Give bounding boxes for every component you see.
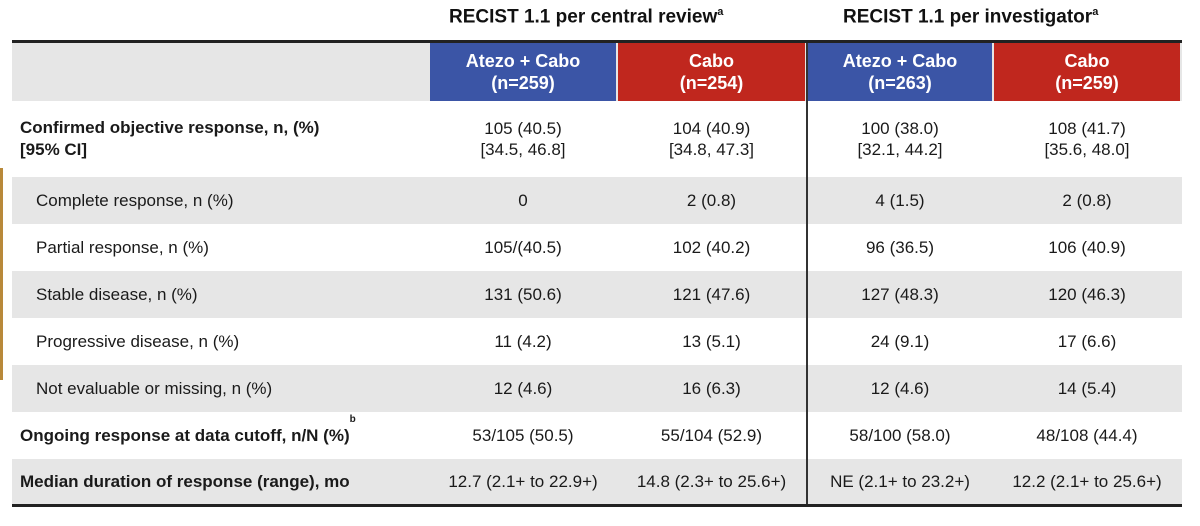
table-cell: 108 (41.7) [35.6, 48.0] [1044,119,1130,159]
group-header-investigator: RECIST 1.1 per investigatora [843,6,1099,28]
table-cell: 13 (5.1) [682,332,741,351]
row-label-not-evaluable: Not evaluable or missing, n (%) [36,378,273,398]
table-cell: 100 (38.0) [32.1, 44.2] [857,119,943,159]
group-divider [806,43,808,504]
table-cell: 121 (47.6) [672,285,751,304]
arm-header-investigator-cabo: Cabo (n=259) [994,43,1180,101]
table-cell: 48/108 (44.4) [1036,426,1138,445]
table-cell: 14.8 (2.3+ to 25.6+) [636,472,787,491]
table-cell: 104 (40.9) [34.8, 47.3] [668,119,755,159]
table-cell: 105 (40.5) [34.5, 46.8] [480,119,566,159]
table-row [12,365,1182,412]
left-accent-bar [0,168,3,380]
table-row [12,271,1182,318]
table-cell: 14 (5.4) [1057,379,1117,398]
table-cell: 16 (6.3) [682,379,741,398]
group-header-central-review: RECIST 1.1 per central reviewa [449,6,724,28]
table-cell: 55/104 (52.9) [660,426,763,445]
table-cell: 131 (50.6) [484,285,562,304]
table-cell: 58/100 (58.0) [849,426,951,445]
table-row [12,177,1182,224]
table-cell: 96 (36.5) [865,238,935,257]
table-cell: 12.2 (2.1+ to 25.6+) [1012,472,1162,491]
row-label-stable-disease: Stable disease, n (%) [36,284,198,304]
arm-header-investigator-atezo-cabo: Atezo + Cabo (n=263) [808,43,992,101]
arm-header-central-cabo: Cabo (n=254) [618,43,805,101]
row-label-complete-response: Complete response, n (%) [36,190,234,210]
table-cell: 12.7 (2.1+ to 22.9+) [448,472,598,491]
table-cell: 24 (9.1) [870,332,930,351]
arm-header-central-atezo-cabo: Atezo + Cabo (n=259) [430,43,616,101]
table-cell: 11 (4.2) [494,332,552,351]
table-cell: 0 [518,191,528,210]
table-cell: 106 (40.9) [1048,238,1126,257]
table-cell: 53/105 (50.5) [472,426,574,445]
table-cell: 12 (4.6) [493,379,553,398]
table-bottom-rule [12,504,1182,507]
table-cell: 2 (0.8) [1062,191,1112,210]
table-cell: NE (2.1+ to 23.2+) [830,472,970,491]
row-label-partial-response: Partial response, n (%) [36,237,209,257]
table-cell: 17 (6.6) [1057,332,1117,351]
table-cell: 120 (46.3) [1048,285,1126,304]
row-label-ongoing-response: Ongoing response at data cutoff, n/N (%)… [20,414,356,445]
table-cell: 102 (40.2) [672,238,751,257]
row-label-median-duration: Median duration of response (range), mo [20,471,350,491]
table-cell: 2 (0.8) [686,191,737,210]
table-cell: 12 (4.6) [870,379,930,398]
table-cell: 4 (1.5) [875,191,925,210]
table-cell: 105/(40.5) [484,238,562,257]
row-label-objective-response: Confirmed objective response, n, (%) [95%… [20,118,320,159]
table-row [12,459,1182,504]
table-cell: 127 (48.3) [861,285,939,304]
row-label-progressive-disease: Progressive disease, n (%) [36,331,240,351]
table-top-rule [12,40,1182,43]
